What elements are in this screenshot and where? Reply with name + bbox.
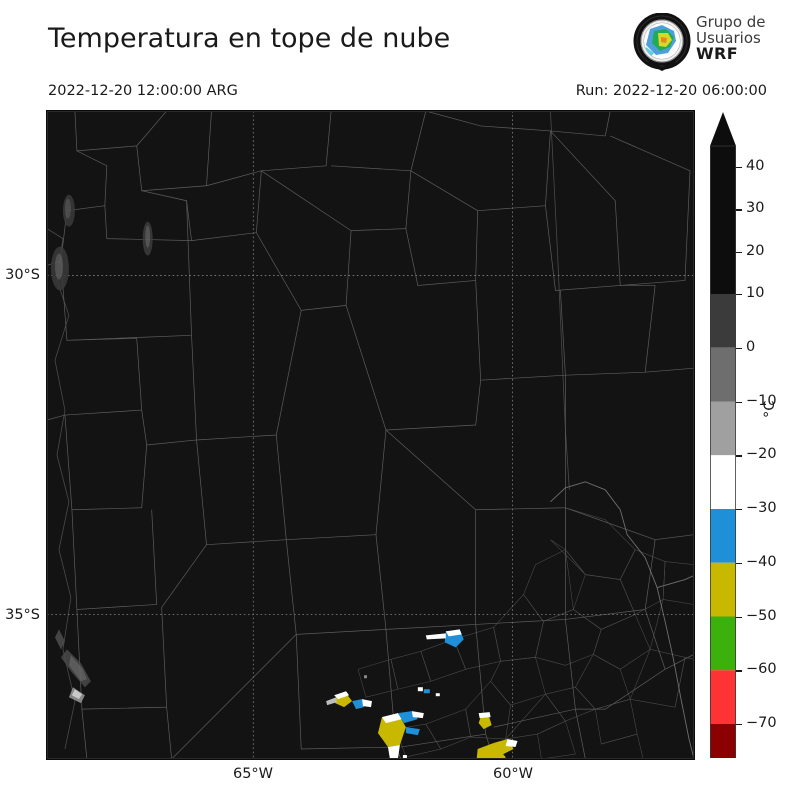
logo-text-block: Grupo de Usuarios WRF [696, 14, 792, 62]
colorbar-tick-label: −40 [746, 553, 777, 570]
colorbar-band-4 [710, 455, 736, 509]
cell-east-small [478, 712, 492, 730]
axis-label-lat-35s: 35°S [5, 607, 40, 623]
colorbar-tick-label: −30 [746, 500, 777, 516]
run-time-label: Run: 2022-12-20 06:00:00 [575, 83, 767, 99]
cell-central-large [377, 711, 424, 759]
colorbar-tick-group: 40 30 20 10 0 −10 −20 −30 −40 −50 −60 −70 [736, 112, 796, 758]
colorbar-tick-mark [736, 294, 742, 296]
valid-time-label: 2022-12-20 12:00:00 ARG [48, 83, 238, 99]
colorbar-band-8 [710, 670, 736, 724]
colorbar-band-0 [710, 146, 736, 294]
map-background [47, 111, 694, 759]
province-boundaries [47, 111, 694, 759]
colorbar-band-6 [710, 562, 736, 617]
wrf-globe-seal-icon [632, 12, 692, 73]
map-canvas [47, 111, 694, 759]
colorbar-band-2 [710, 347, 736, 402]
department-boundaries [357, 507, 694, 759]
coastline [550, 481, 694, 759]
axis-label-lat-30s: 30°S [5, 267, 40, 283]
colorbar-gradient [710, 112, 736, 758]
cell-west-pair [326, 691, 372, 710]
graticule-lines [47, 111, 694, 759]
colorbar-band-9 [710, 724, 736, 758]
colorbar-tick-label: 10 [746, 285, 765, 301]
colorbar-tick-mark [736, 167, 742, 169]
colorbar-tick-mark [736, 509, 742, 511]
colorbar-tick-label: 20 [746, 242, 765, 259]
colorbar-tick-label: −60 [746, 661, 777, 678]
colorbar-unit-label: °C [762, 400, 778, 418]
page-title: Temperatura en tope de nube [48, 23, 451, 54]
colorbar-tick-mark [736, 616, 742, 618]
map-frame-border [47, 111, 694, 759]
colorbar-tick-label: 40 [746, 158, 765, 175]
colorbar[interactable] [710, 112, 736, 758]
colorbar-tick-label: −10 [746, 392, 777, 409]
colorbar-tick-mark [736, 455, 742, 457]
cloud-top-temperature-field [50, 194, 518, 759]
axis-label-lon-60w: 60°W [492, 766, 534, 782]
colorbar-tick-mark [736, 209, 742, 211]
colorbar-outline [710, 145, 736, 758]
colorbar-band-3 [710, 401, 736, 456]
colorbar-tick-mark [736, 251, 742, 253]
logo-line-3: WRF [696, 44, 739, 63]
colorbar-band-1 [710, 294, 736, 348]
axis-label-lon-65w: 65°W [232, 766, 274, 782]
cell-southeast-large [476, 739, 518, 759]
colorbar-band-7 [710, 616, 736, 671]
logo-line-2: Usuarios [696, 29, 761, 47]
colorbar-tick-mark [736, 347, 742, 350]
colorbar-tick-mark [736, 562, 742, 565]
colorbar-tick-mark [736, 670, 742, 672]
cell-scattered-pixels [364, 675, 440, 759]
colorbar-extend-max-arrow [710, 112, 736, 146]
colorbar-tick-label: −20 [746, 446, 777, 463]
cloud-patch-andes [50, 194, 153, 704]
map-plot-area[interactable] [46, 110, 695, 760]
colorbar-tick-label: 0 [746, 338, 756, 355]
logo-line-1: Grupo de [696, 13, 766, 31]
cell-north-isolated [425, 629, 464, 648]
colorbar-tick-label: 30 [746, 200, 765, 217]
wrf-user-group-logo: Grupo de Usuarios WRF [632, 12, 792, 75]
colorbar-band-5 [710, 509, 736, 563]
colorbar-tick-label: −50 [746, 607, 777, 624]
colorbar-tick-mark [736, 724, 742, 726]
colorbar-tick-mark [736, 401, 742, 403]
colorbar-tick-label: −70 [746, 715, 777, 731]
